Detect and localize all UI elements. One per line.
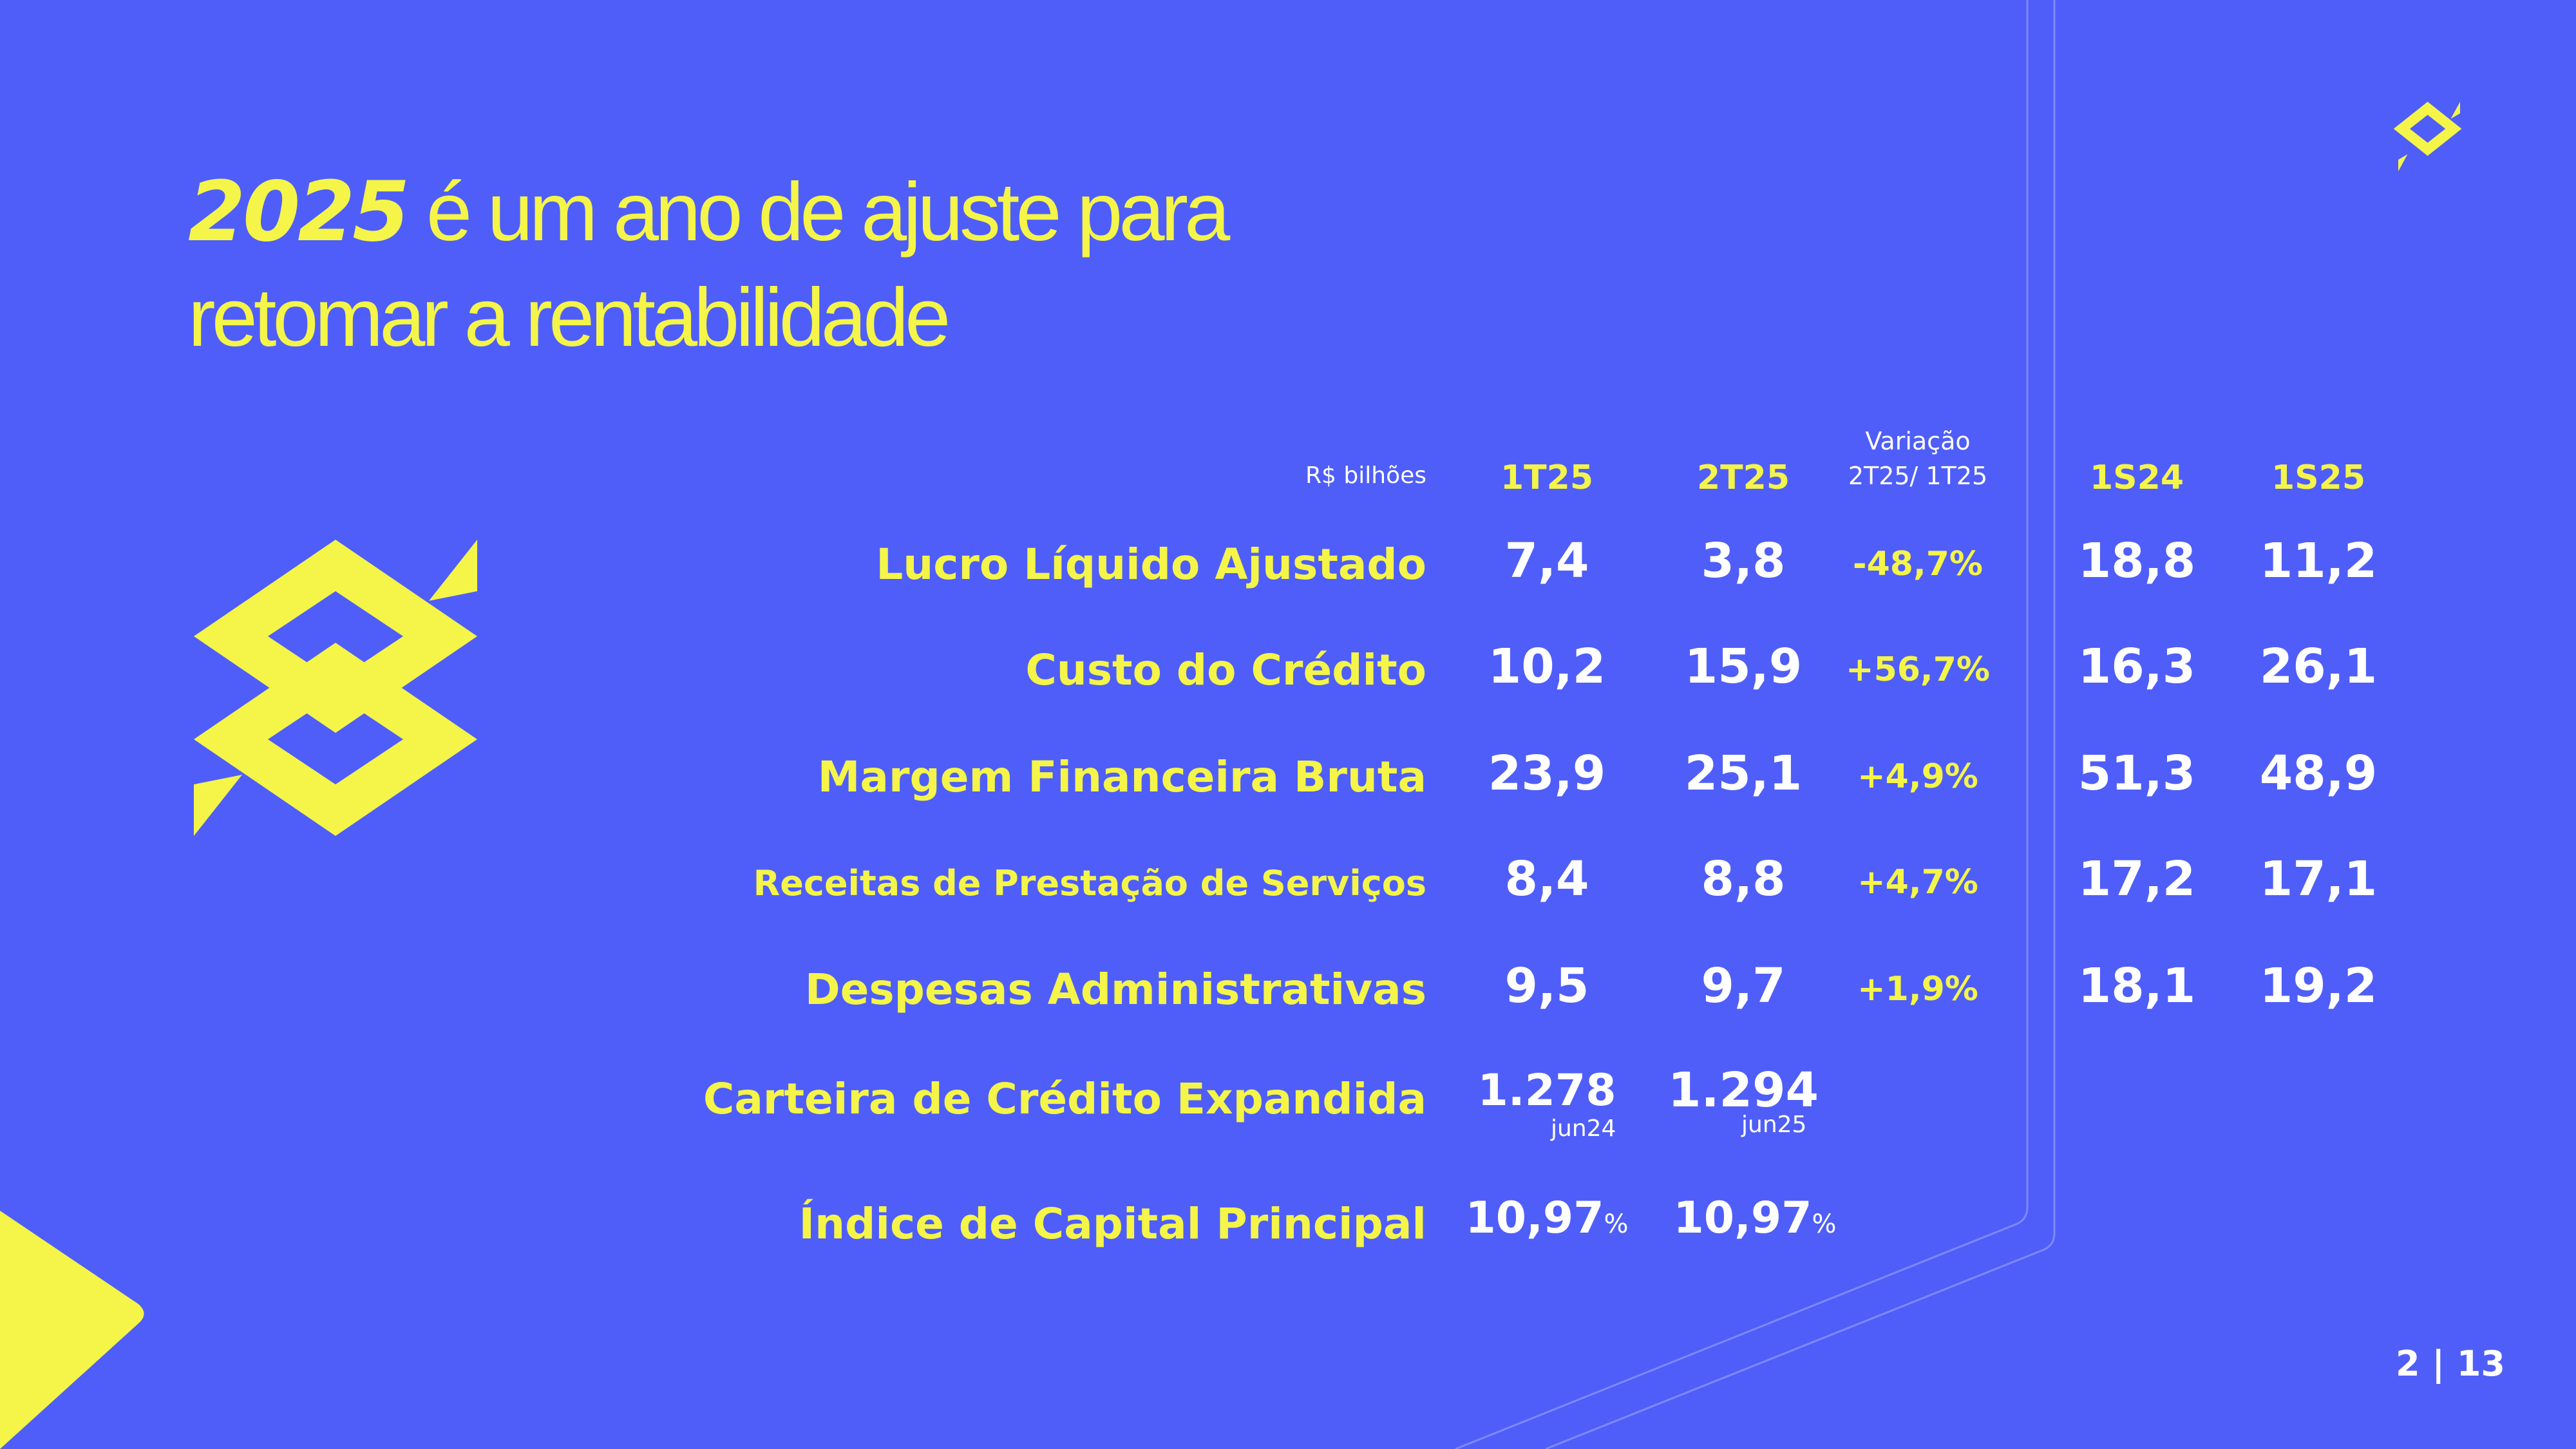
cell-1t25: 10,97% — [1437, 1193, 1656, 1244]
cell-1t25: 7,4 — [1504, 533, 1589, 589]
cell-1t25: 8,4 — [1504, 851, 1589, 907]
cell-variation: +4,9% — [1857, 757, 1978, 796]
row-label: Despesas Administrativas — [804, 965, 1426, 1014]
cell-1s24: 51,3 — [2078, 746, 2196, 801]
cell-2t25: 1.294 — [1667, 1063, 1819, 1118]
cell-1t25-note: jun24 — [1551, 1115, 1616, 1142]
cell-1t25: 9,5 — [1504, 958, 1589, 1014]
header-1s24: 1S24 — [2090, 459, 2184, 497]
percent-sign: % — [1604, 1209, 1629, 1239]
page-number: 2 | 13 — [2395, 1343, 2505, 1384]
title-line2: retomar a rentabilidade — [188, 272, 951, 364]
header-1t25: 1T25 — [1500, 459, 1593, 497]
title-year: 2025 — [188, 164, 410, 260]
cell-2t25: 3,8 — [1701, 533, 1786, 589]
row-label: Carteira de Crédito Expandida — [703, 1074, 1426, 1124]
page-title: 2025 é um ano de ajuste para retomar a r… — [188, 160, 1231, 371]
corner-triangle-decoration — [0, 1211, 144, 1449]
unit-label: R$ bilhões — [1305, 462, 1426, 489]
cell-variation: +56,7% — [1846, 650, 1990, 689]
cell-1t25: 1.278 — [1477, 1065, 1616, 1116]
cell-2t25: 8,8 — [1701, 851, 1786, 907]
header-1s25: 1S25 — [2271, 459, 2365, 497]
cell-1t25: 23,9 — [1488, 746, 1606, 801]
cell-2t25: 25,1 — [1684, 746, 1803, 801]
cell-1s24: 18,8 — [2078, 533, 2196, 589]
cell-1s25: 17,1 — [2259, 851, 2378, 907]
row-label: Margem Financeira Bruta — [817, 752, 1426, 802]
cell-1t25-value: 10,97 — [1465, 1193, 1604, 1244]
cell-2t25: 10,97% — [1645, 1193, 1864, 1244]
cell-2t25: 9,7 — [1701, 958, 1786, 1014]
cell-2t25: 15,9 — [1684, 639, 1803, 694]
cell-1s25: 48,9 — [2259, 746, 2378, 801]
row-label: Índice de Capital Principal — [799, 1199, 1426, 1249]
cell-variation: +4,7% — [1857, 863, 1978, 902]
cell-1s24: 17,2 — [2078, 851, 2196, 907]
header-variation-line2: 2T25/ 1T25 — [1848, 462, 1988, 490]
cell-2t25-value: 10,97 — [1673, 1193, 1812, 1244]
cell-variation: -48,7% — [1853, 545, 1983, 583]
percent-sign: % — [1812, 1209, 1837, 1239]
row-label: Custo do Crédito — [1025, 645, 1426, 695]
cell-variation: +1,9% — [1857, 970, 1978, 1009]
title-line1: é um ano de ajuste para — [407, 166, 1231, 258]
header-variation-line1: Variação — [1865, 427, 1971, 455]
header-variation: Variação 2T25/ 1T25 — [1808, 424, 2027, 493]
banco-do-brasil-big-logo-icon — [194, 540, 477, 836]
cell-2t25-note: jun25 — [1741, 1112, 1807, 1138]
cell-1t25: 10,2 — [1488, 639, 1606, 694]
cell-1s25: 19,2 — [2259, 958, 2378, 1014]
row-label: Receitas de Prestação de Serviços — [753, 863, 1426, 904]
row-label: Lucro Líquido Ajustado — [876, 540, 1426, 589]
cell-1s24: 18,1 — [2078, 958, 2196, 1014]
cell-1s24: 16,3 — [2078, 639, 2196, 694]
cell-1s25: 11,2 — [2259, 533, 2378, 589]
header-2t25: 2T25 — [1696, 459, 1790, 497]
cell-1s25: 26,1 — [2259, 639, 2378, 694]
banco-do-brasil-logo-icon — [2393, 102, 2462, 171]
